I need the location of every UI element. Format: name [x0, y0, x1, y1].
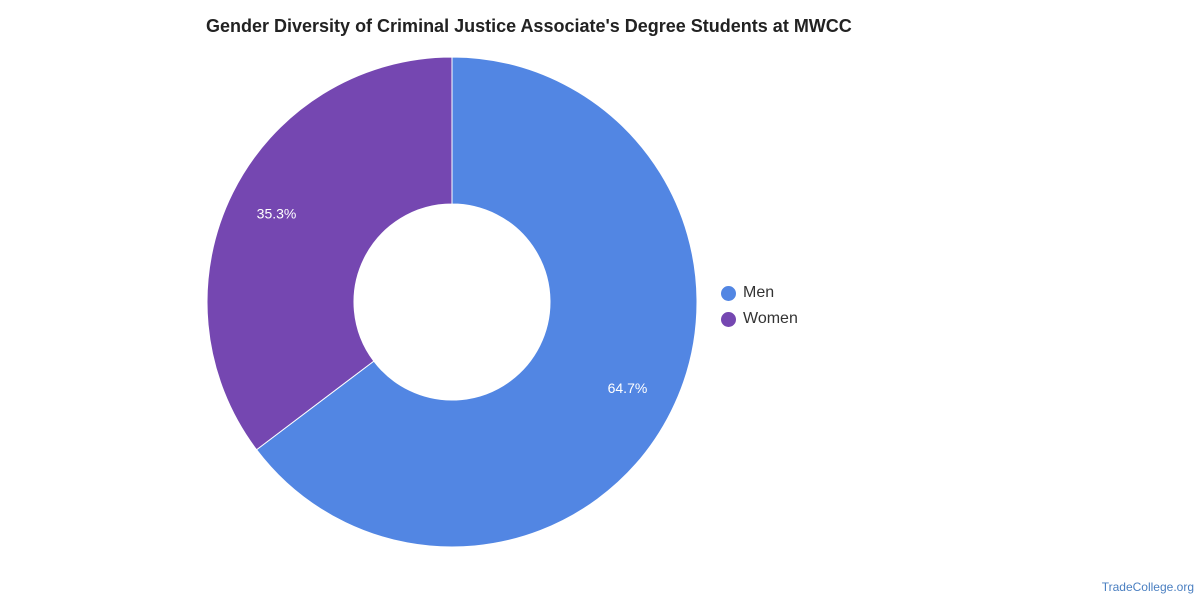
source-credit[interactable]: TradeCollege.org — [1101, 580, 1194, 594]
slice-women[interactable] — [206, 56, 453, 451]
legend-swatch-men — [721, 285, 736, 301]
slice-label-men: 64.7% — [608, 380, 648, 396]
slices-group — [206, 56, 698, 548]
legend: Men Women — [721, 280, 798, 332]
legend-swatch-women — [721, 311, 736, 327]
slice-men[interactable] — [255, 56, 698, 548]
slice-labels-group: 64.7% 35.3% — [257, 205, 648, 396]
slice-label-women: 35.3% — [257, 205, 297, 221]
legend-label-men: Men — [743, 284, 775, 301]
legend-item-women[interactable]: Women — [721, 306, 798, 332]
chart-title: Gender Diversity of Criminal Justice Ass… — [206, 16, 852, 36]
legend-item-men[interactable]: Men — [721, 280, 798, 306]
legend-label-women: Women — [743, 310, 798, 327]
